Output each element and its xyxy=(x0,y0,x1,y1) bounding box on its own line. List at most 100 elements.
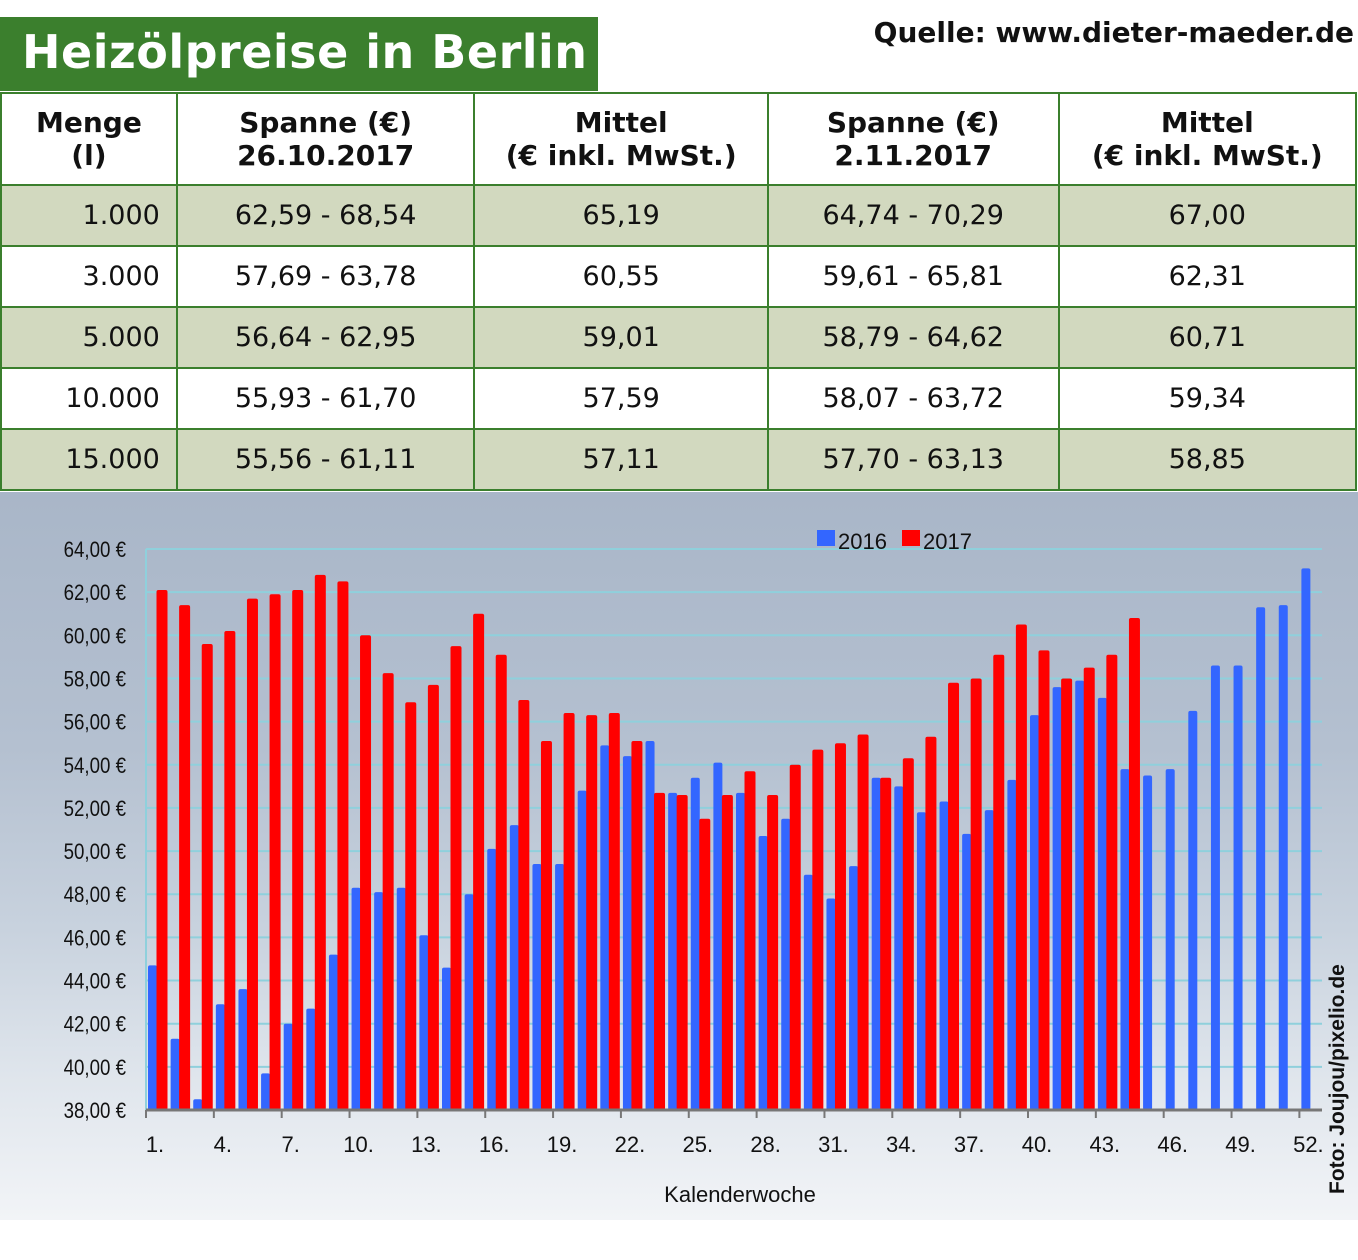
table-cell: 57,11 xyxy=(473,428,769,491)
bar-2016-week-37 xyxy=(962,833,972,1110)
bar-2017-week-17 xyxy=(518,700,530,1110)
bar-2017-week-30 xyxy=(812,749,824,1110)
bar-2017-week-23 xyxy=(654,792,666,1110)
bar-2016-week-25 xyxy=(690,777,700,1110)
y-tick-label: 42,00 € xyxy=(64,1013,127,1037)
bar-2016-week-46 xyxy=(1165,769,1175,1110)
y-tick-label: 44,00 € xyxy=(64,970,127,994)
bar-2017-week-39 xyxy=(1015,624,1027,1110)
x-tick-label: 19. xyxy=(547,1132,578,1157)
table-cell: 59,01 xyxy=(473,306,769,369)
bar-2016-week-8 xyxy=(306,1008,316,1110)
y-tick-label: 62,00 € xyxy=(64,582,127,606)
bar-2017-week-7 xyxy=(292,589,304,1110)
bar-2016-week-35 xyxy=(916,812,926,1110)
bar-2017-week-13 xyxy=(427,684,439,1110)
table-row: 3.000 57,69 - 63,78 60,55 59,61 - 65,81 62,3… xyxy=(0,245,1358,308)
bar-2017-week-28 xyxy=(767,794,779,1110)
bar-2016-week-13 xyxy=(419,935,429,1110)
y-tick-label: 38,00 € xyxy=(64,1100,127,1124)
x-tick-label: 37. xyxy=(954,1132,985,1157)
bar-2016-week-34 xyxy=(894,786,904,1110)
bar-2016-week-39 xyxy=(1007,779,1017,1110)
price-table: Menge (l) Spanne (€) 26.10.2017 Mittel (€ i… xyxy=(0,92,1358,491)
bar-2016-week-51 xyxy=(1278,605,1288,1110)
bar-2017-week-42 xyxy=(1083,667,1095,1110)
table-cell: 55,56 - 61,11 xyxy=(175,428,476,491)
bar-2016-week-6 xyxy=(261,1073,271,1110)
bar-2016-week-12 xyxy=(396,887,406,1110)
table-cell: 57,69 - 63,78 xyxy=(175,245,476,308)
bar-2017-week-4 xyxy=(224,630,236,1110)
bar-2016-week-29 xyxy=(781,818,791,1110)
x-tick-label: 7. xyxy=(282,1132,300,1157)
bar-2017-week-43 xyxy=(1106,654,1118,1110)
y-tick-label: 52,00 € xyxy=(64,798,127,822)
bar-2017-week-18 xyxy=(540,741,552,1110)
x-tick-label: 49. xyxy=(1225,1132,1256,1157)
bar-2017-week-35 xyxy=(925,736,937,1110)
bar-2016-week-17 xyxy=(509,825,519,1110)
bar-2016-week-28 xyxy=(758,835,768,1110)
x-tick-label: 43. xyxy=(1090,1132,1121,1157)
bar-2016-week-52 xyxy=(1301,568,1311,1110)
table-row: 1.000 62,59 - 68,54 65,19 64,74 - 70,29 67,0… xyxy=(0,184,1358,247)
table-cell: 60,71 xyxy=(1057,306,1358,369)
page-title: Heizölpreise in Berlin xyxy=(22,25,588,79)
table-cell: 58,85 xyxy=(1057,428,1358,491)
bar-2016-week-3 xyxy=(193,1099,203,1110)
bar-2016-week-27 xyxy=(736,792,745,1110)
bar-2017-week-19 xyxy=(563,712,575,1110)
x-tick-label: 16. xyxy=(479,1132,510,1157)
bar-2016-week-47 xyxy=(1188,710,1198,1110)
bar-2016-week-7 xyxy=(283,1023,293,1110)
table-cell: 56,64 - 62,95 xyxy=(175,306,476,369)
bar-2016-week-38 xyxy=(984,810,994,1110)
bar-2017-week-38 xyxy=(993,654,1005,1110)
y-tick-label: 40,00 € xyxy=(64,1057,127,1081)
table-cell: 59,34 xyxy=(1057,367,1358,430)
bar-2017-week-40 xyxy=(1038,650,1050,1110)
bar-2017-week-41 xyxy=(1061,678,1073,1110)
bar-2017-week-12 xyxy=(405,702,417,1110)
bar-2016-week-9 xyxy=(328,954,338,1110)
y-tick-label: 60,00 € xyxy=(64,625,127,649)
header-mittel-2: Mittel (€ inkl. MwSt.) xyxy=(1057,92,1358,186)
bar-2016-week-26 xyxy=(713,762,723,1110)
bar-2016-week-23 xyxy=(645,741,655,1110)
y-tick-label: 50,00 € xyxy=(64,841,127,865)
x-tick-label: 34. xyxy=(886,1132,917,1157)
table-row: 5.000 56,64 - 62,95 59,01 58,79 - 64,62 60,7… xyxy=(0,306,1358,369)
header-menge: Menge (l) xyxy=(0,92,178,186)
bar-2017-week-22 xyxy=(631,741,643,1110)
title-banner: Heizölpreise in Berlin xyxy=(0,17,598,91)
bar-2017-week-11 xyxy=(382,673,394,1110)
y-tick-label: 64,00 € xyxy=(64,539,127,563)
x-tick-label: 52. xyxy=(1293,1132,1324,1157)
table-cell: 55,93 - 61,70 xyxy=(175,367,476,430)
x-tick-label: 22. xyxy=(615,1132,646,1157)
bar-2017-week-2 xyxy=(179,605,191,1110)
y-tick-label: 56,00 € xyxy=(64,711,127,735)
table-row: 10.000 55,93 - 61,70 57,59 58,07 - 63,72 59,… xyxy=(0,367,1358,430)
bar-2016-week-24 xyxy=(668,792,678,1110)
y-tick-label: 58,00 € xyxy=(64,668,127,692)
bar-2017-week-26 xyxy=(721,794,733,1110)
header-spanne-2: Spanne (€) 2.11.2017 xyxy=(766,92,1060,186)
legend-swatch-2017 xyxy=(902,530,920,546)
bar-2017-week-32 xyxy=(857,734,869,1110)
x-axis-label: Kalenderwoche xyxy=(664,1182,816,1207)
bar-2016-week-16 xyxy=(487,848,497,1110)
bar-2016-week-1 xyxy=(148,965,157,1110)
bar-2016-week-40 xyxy=(1030,715,1039,1110)
bar-2017-week-6 xyxy=(269,594,281,1110)
bar-2017-week-21 xyxy=(608,712,620,1110)
bar-2017-week-3 xyxy=(201,643,213,1110)
bar-2016-week-2 xyxy=(170,1038,180,1110)
bar-2016-week-36 xyxy=(939,801,949,1110)
bar-2017-week-27 xyxy=(744,771,756,1110)
table-cell: 15.000 xyxy=(0,428,178,491)
table-row: 15.000 55,56 - 61,11 57,11 57,70 - 63,13 58,… xyxy=(0,428,1358,491)
bar-2017-week-10 xyxy=(360,635,372,1110)
